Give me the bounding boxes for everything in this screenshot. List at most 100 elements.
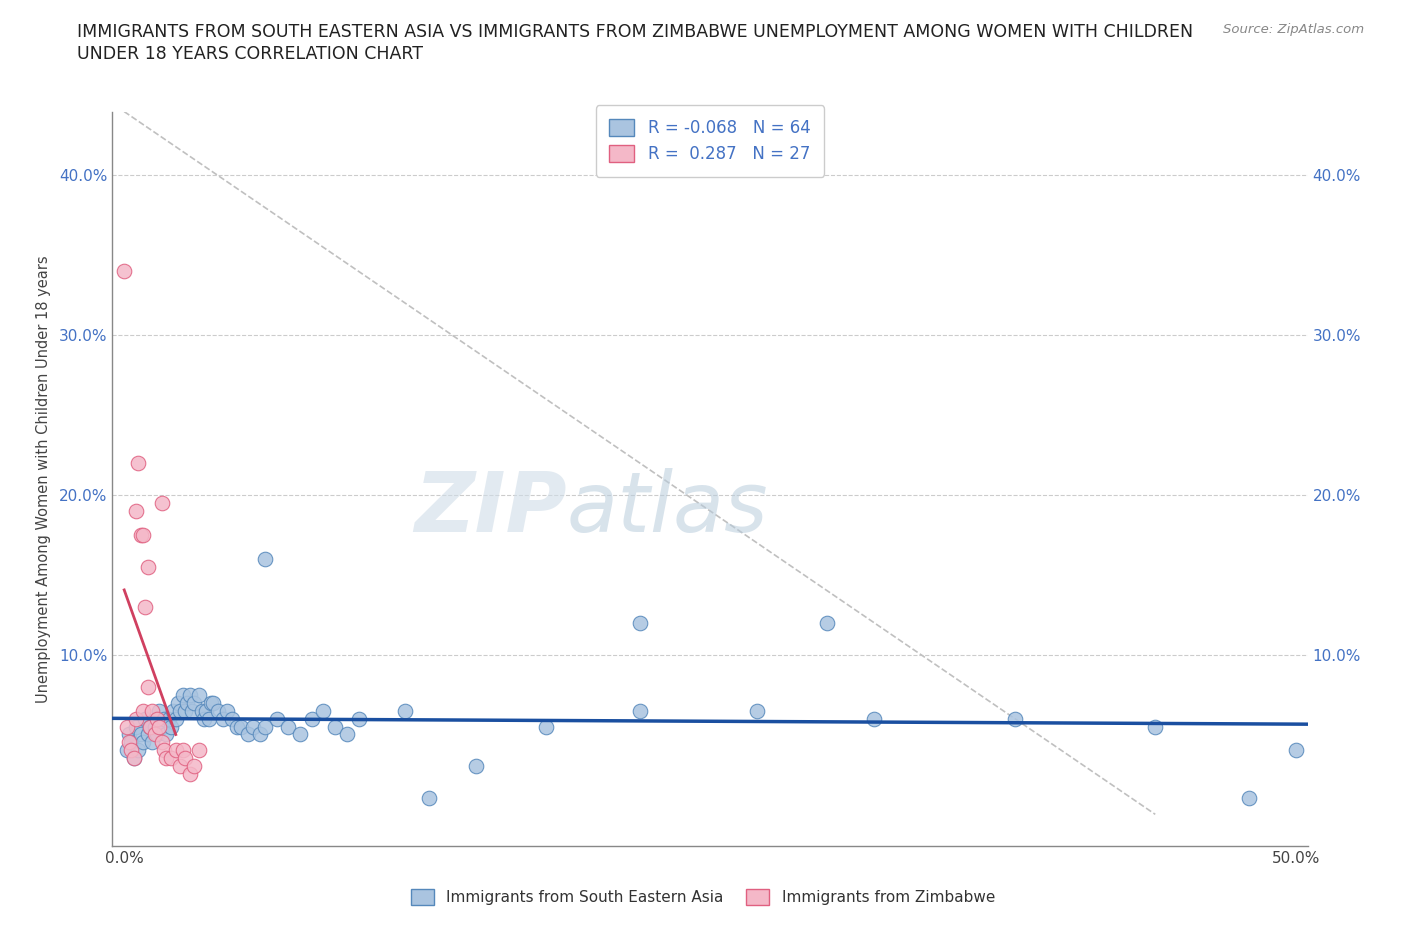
- Point: [146, 727, 169, 742]
- Point: [277, 719, 299, 734]
- Point: [167, 695, 190, 710]
- Point: [125, 719, 148, 734]
- Point: [253, 551, 276, 566]
- Point: [176, 695, 198, 710]
- Text: atlas: atlas: [567, 468, 768, 549]
- Point: [202, 695, 225, 710]
- Point: [172, 743, 194, 758]
- Point: [118, 727, 141, 742]
- Point: [141, 735, 163, 750]
- Point: [179, 767, 201, 782]
- Point: [132, 527, 155, 542]
- Point: [150, 735, 173, 750]
- Point: [160, 751, 183, 766]
- Point: [153, 743, 176, 758]
- Point: [146, 711, 169, 726]
- Point: [183, 695, 205, 710]
- Point: [120, 735, 142, 750]
- Point: [172, 687, 194, 702]
- Point: [312, 703, 335, 718]
- Point: [179, 687, 201, 702]
- Text: UNDER 18 YEARS CORRELATION CHART: UNDER 18 YEARS CORRELATION CHART: [77, 45, 423, 62]
- Point: [148, 703, 170, 718]
- Point: [242, 719, 264, 734]
- Point: [1004, 711, 1026, 726]
- Point: [134, 711, 156, 726]
- Point: [148, 719, 170, 734]
- Point: [139, 719, 162, 734]
- Point: [1144, 719, 1167, 734]
- Point: [628, 703, 651, 718]
- Point: [394, 703, 416, 718]
- Point: [534, 719, 557, 734]
- Text: Source: ZipAtlas.com: Source: ZipAtlas.com: [1223, 23, 1364, 36]
- Point: [125, 711, 148, 726]
- Point: [1285, 743, 1308, 758]
- Point: [231, 719, 253, 734]
- Point: [195, 703, 218, 718]
- Point: [863, 711, 886, 726]
- Point: [143, 727, 166, 742]
- Point: [217, 703, 239, 718]
- Point: [129, 727, 152, 742]
- Point: [238, 727, 260, 742]
- Point: [122, 751, 145, 766]
- Point: [174, 703, 197, 718]
- Point: [464, 759, 486, 774]
- Point: [418, 790, 440, 805]
- Point: [183, 759, 205, 774]
- Point: [162, 703, 184, 718]
- Point: [207, 703, 229, 718]
- Point: [120, 743, 142, 758]
- Point: [336, 727, 359, 742]
- Point: [127, 743, 149, 758]
- Point: [153, 711, 176, 726]
- Point: [815, 616, 838, 631]
- Point: [141, 703, 163, 718]
- Point: [628, 616, 651, 631]
- Point: [221, 711, 243, 726]
- Point: [132, 735, 155, 750]
- Point: [253, 719, 276, 734]
- Point: [225, 719, 247, 734]
- Point: [165, 743, 187, 758]
- Text: ZIP: ZIP: [413, 468, 567, 549]
- Point: [150, 496, 173, 511]
- Y-axis label: Unemployment Among Women with Children Under 18 years: Unemployment Among Women with Children U…: [35, 255, 51, 703]
- Point: [157, 711, 180, 726]
- Point: [169, 703, 191, 718]
- Point: [136, 679, 159, 694]
- Point: [347, 711, 370, 726]
- Point: [249, 727, 271, 742]
- Point: [155, 751, 177, 766]
- Point: [745, 703, 768, 718]
- Point: [127, 456, 149, 471]
- Point: [132, 703, 155, 718]
- Point: [181, 703, 204, 718]
- Point: [188, 743, 211, 758]
- Point: [160, 719, 183, 734]
- Point: [190, 703, 212, 718]
- Point: [143, 719, 166, 734]
- Point: [139, 719, 162, 734]
- Point: [115, 743, 138, 758]
- Point: [288, 727, 311, 742]
- Point: [323, 719, 346, 734]
- Legend: R = -0.068   N = 64, R =  0.287   N = 27: R = -0.068 N = 64, R = 0.287 N = 27: [596, 105, 824, 177]
- Point: [188, 687, 211, 702]
- Point: [1237, 790, 1260, 805]
- Point: [115, 719, 138, 734]
- Point: [112, 264, 135, 279]
- Point: [174, 751, 197, 766]
- Point: [197, 711, 219, 726]
- Point: [150, 719, 173, 734]
- Point: [122, 751, 145, 766]
- Point: [134, 599, 156, 614]
- Point: [200, 695, 222, 710]
- Point: [129, 527, 152, 542]
- Point: [165, 711, 187, 726]
- Point: [125, 503, 148, 518]
- Point: [266, 711, 288, 726]
- Legend: Immigrants from South Eastern Asia, Immigrants from Zimbabwe: Immigrants from South Eastern Asia, Immi…: [405, 883, 1001, 911]
- Point: [169, 759, 191, 774]
